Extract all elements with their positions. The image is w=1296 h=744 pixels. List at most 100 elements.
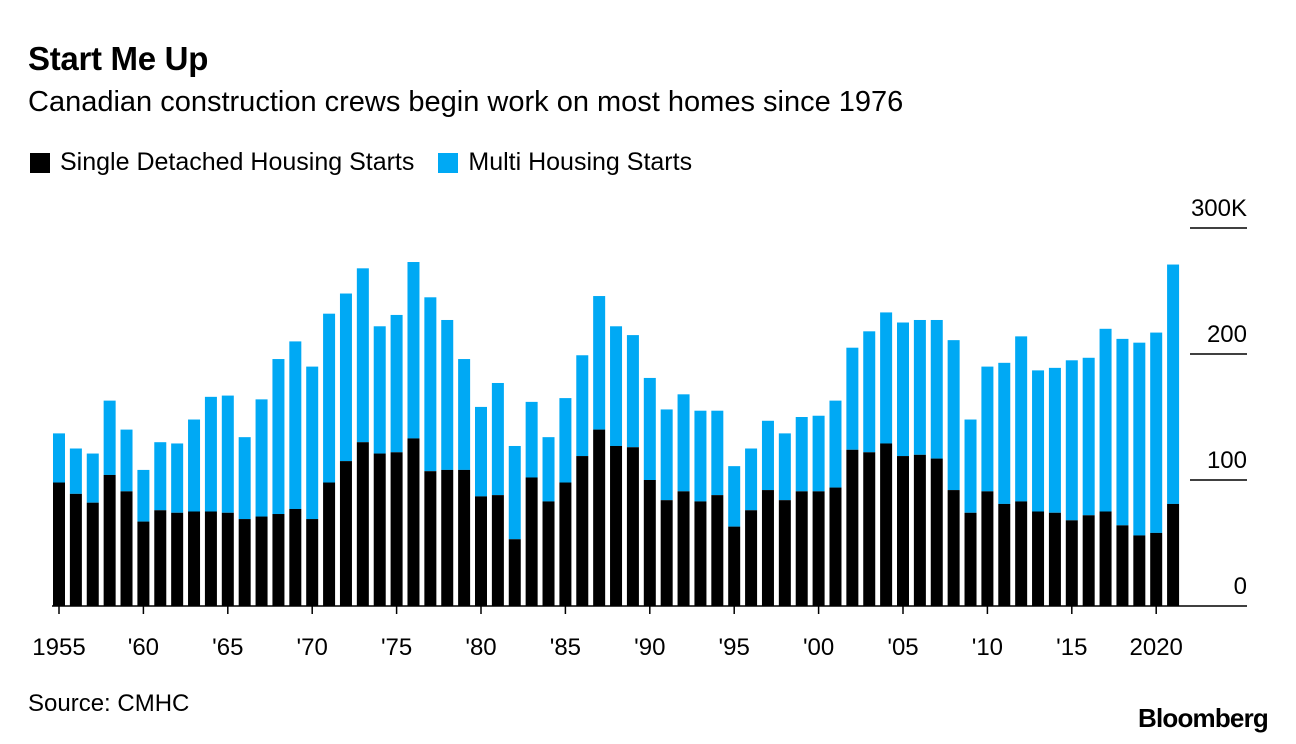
bar-single-2020: [1150, 532, 1163, 606]
bar-single-1960: [137, 521, 150, 606]
bar-single-2010: [981, 491, 994, 606]
x-tick-label-2020: 2020: [1130, 634, 1183, 661]
bar-single-1976: [407, 438, 420, 606]
bar-single-1968: [272, 514, 285, 606]
bar-multi-2015: [1065, 360, 1078, 521]
bar-multi-1967: [255, 399, 268, 517]
bar-single-2003: [863, 452, 876, 606]
bar-single-1998: [778, 500, 791, 606]
bar-single-1970: [306, 519, 319, 606]
x-tick-label-1955: 1955: [32, 634, 85, 661]
x-tick-label-1980: '80: [465, 634, 496, 661]
bar-multi-1956: [69, 448, 82, 494]
bar-multi-2001: [829, 400, 842, 488]
bar-multi-1987: [593, 296, 606, 430]
bar-multi-1963: [188, 419, 201, 512]
bar-multi-1980: [475, 406, 487, 497]
bar-single-1958: [103, 474, 116, 606]
bar-single-1986: [576, 456, 589, 606]
bar-multi-1969: [289, 341, 302, 509]
bar-single-1962: [171, 512, 184, 606]
bar-multi-1994: [711, 410, 724, 496]
legend-swatch-single: [30, 152, 50, 173]
bar-single-2015: [1065, 520, 1078, 606]
bar-single-1961: [154, 510, 167, 606]
bar-single-1982: [508, 539, 521, 606]
y-tick-label-0: 0: [1234, 573, 1247, 600]
bar-multi-2021: [1167, 264, 1180, 504]
bar-single-1981: [491, 495, 504, 606]
bar-single-1987: [593, 429, 606, 606]
bar-single-1996: [745, 510, 758, 606]
bar-single-2012: [1015, 501, 1028, 606]
source-note: Source: CMHC: [28, 690, 190, 717]
bar-multi-1974: [373, 326, 386, 454]
bar-multi-2003: [863, 331, 876, 453]
bar-multi-2017: [1099, 328, 1112, 512]
bar-single-1967: [255, 516, 268, 606]
bar-multi-2000: [812, 415, 825, 492]
x-tick-label-1965: '65: [212, 634, 243, 661]
bar-multi-1964: [204, 396, 217, 512]
bar-single-1973: [356, 442, 369, 606]
bar-single-2006: [913, 454, 926, 606]
bar-multi-1957: [86, 453, 99, 503]
y-tick-label-300: 300K: [1191, 195, 1247, 222]
bar-multi-1960: [137, 469, 150, 522]
x-tick-label-2000: '00: [803, 634, 834, 661]
bar-single-2014: [1048, 512, 1061, 606]
bar-single-1992: [677, 491, 690, 606]
bar-single-2016: [1082, 515, 1095, 606]
bar-multi-2008: [947, 340, 960, 491]
legend-item-single: Single Detached Housing Starts: [30, 148, 414, 177]
bar-single-2021: [1167, 503, 1180, 606]
bar-single-1964: [204, 511, 217, 606]
bar-multi-1972: [339, 293, 352, 462]
bar-single-1956: [69, 493, 82, 606]
bar-single-2019: [1133, 535, 1146, 606]
bar-multi-2009: [964, 419, 977, 513]
bar-single-1972: [339, 461, 352, 606]
bar-multi-1973: [356, 268, 369, 443]
bar-multi-1981: [491, 382, 504, 496]
bar-multi-1971: [323, 313, 336, 483]
bar-multi-2006: [913, 319, 926, 455]
bar-multi-2014: [1048, 367, 1061, 513]
bar-single-1989: [626, 447, 639, 606]
x-tick-label-1960: '60: [128, 634, 159, 661]
bar-single-1966: [238, 519, 251, 606]
bar-single-2017: [1099, 511, 1112, 606]
bar-single-1980: [475, 496, 487, 606]
bar-multi-1989: [626, 335, 639, 448]
bar-single-2004: [880, 443, 893, 606]
bar-single-1985: [559, 482, 572, 606]
bar-multi-1996: [745, 448, 758, 511]
bar-single-2000: [812, 491, 825, 606]
bar-multi-1975: [390, 314, 403, 453]
bar-single-2013: [1032, 511, 1045, 606]
bar-single-1999: [795, 491, 808, 606]
bar-single-1995: [728, 526, 741, 606]
chart-title: Start Me Up: [28, 40, 209, 77]
bar-single-1988: [610, 445, 623, 606]
bar-multi-1959: [120, 429, 133, 492]
bar-multi-1978: [441, 319, 454, 470]
bar-multi-1992: [677, 394, 690, 492]
bar-single-1969: [289, 508, 302, 606]
bar-single-2018: [1116, 525, 1129, 606]
bar-single-1997: [761, 490, 774, 606]
y-tick-label-100: 100: [1207, 447, 1247, 474]
bar-multi-1966: [238, 437, 251, 520]
x-tick-label-2005: '05: [887, 634, 918, 661]
bar-single-1974: [373, 453, 386, 606]
bar-single-1978: [441, 469, 454, 606]
x-tick-label-1970: '70: [297, 634, 328, 661]
bar-single-1984: [542, 501, 555, 606]
chart-subtitle: Canadian construction crews begin work o…: [28, 86, 904, 118]
bar-multi-1955: [53, 433, 65, 483]
x-tick-label-2010: '10: [972, 634, 1003, 661]
bar-multi-2005: [897, 322, 909, 457]
bar-single-2007: [930, 458, 943, 606]
bar-multi-1988: [610, 326, 623, 446]
bar-single-1959: [120, 491, 133, 606]
